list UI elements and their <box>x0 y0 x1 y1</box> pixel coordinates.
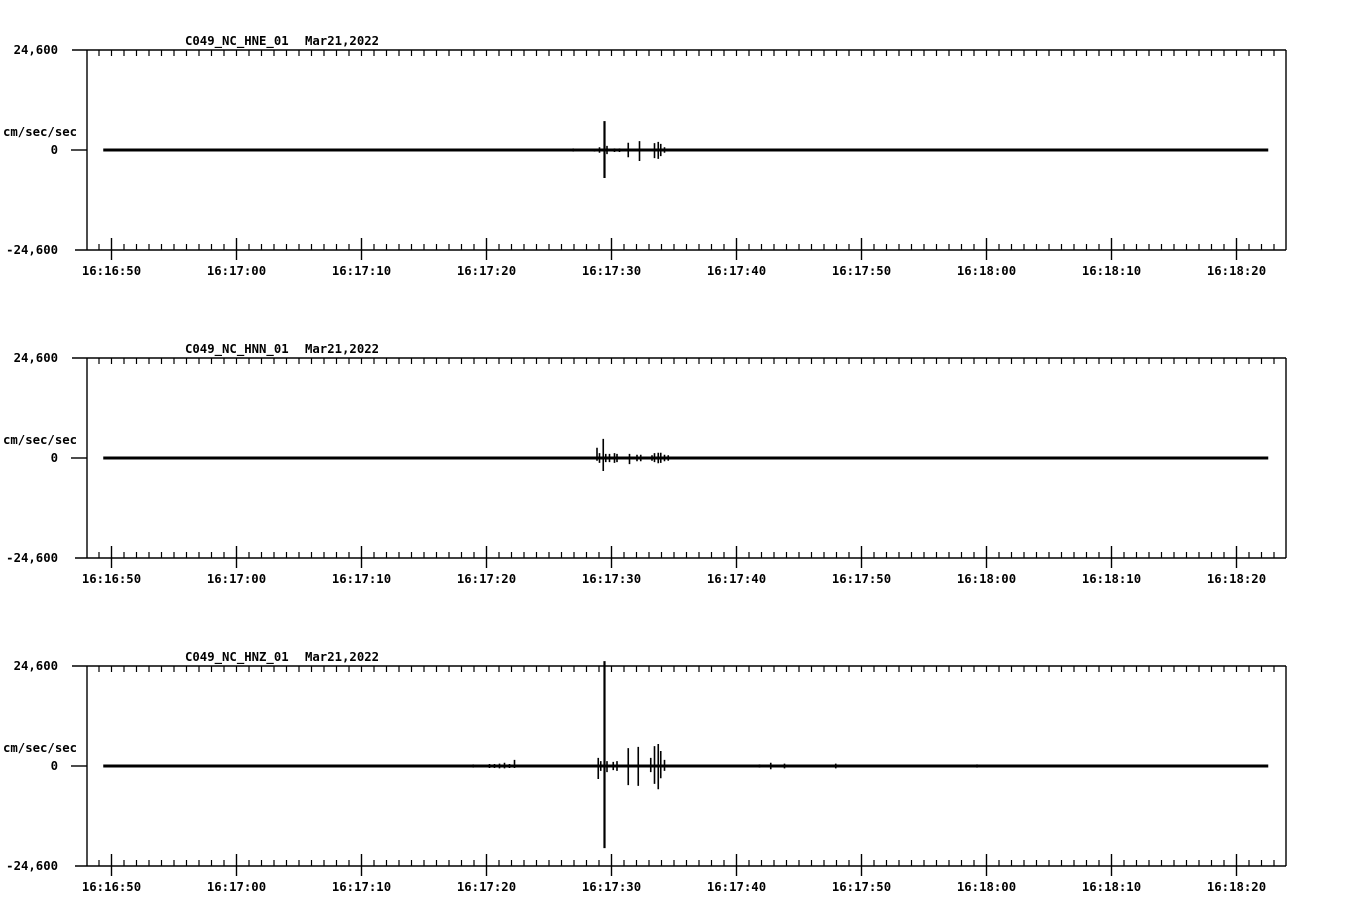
panel-hnn: C049_NC_HNN_01 Mar21,2022 24,600 cm/sec/… <box>3 342 1287 586</box>
bottom-minor-ticks <box>98 860 1275 866</box>
x-tick-label: 16:16:50 <box>82 264 141 278</box>
bottom-minor-ticks <box>98 244 1275 250</box>
y-tick-label-bottom: -24,600 <box>6 243 58 257</box>
y-tick-label-bottom: -24,600 <box>6 551 58 565</box>
y-axis-units-label: cm/sec/sec <box>3 433 77 447</box>
y-axis-units-label: cm/sec/sec <box>3 125 77 139</box>
panel-title-station: C049_NC_HNZ_01 <box>185 650 289 665</box>
x-tick-label: 16:16:50 <box>82 572 141 586</box>
trace-spikes <box>502 438 690 471</box>
x-tick-label: 16:17:20 <box>457 572 516 586</box>
bottom-minor-ticks <box>98 552 1275 558</box>
bottom-major-ticks <box>110 854 1238 876</box>
x-tick-label: 16:16:50 <box>82 880 141 894</box>
waveform-trace <box>103 661 1269 849</box>
x-tick-label: 16:17:00 <box>207 264 266 278</box>
y-tick-label-zero: 0 <box>51 759 58 773</box>
x-tick-label: 16:18:20 <box>1207 572 1266 586</box>
x-tick-label: 16:17:10 <box>332 880 391 894</box>
waveform-trace <box>103 121 1269 178</box>
y-tick-label-bottom: -24,600 <box>6 859 58 873</box>
x-tick-label: 16:18:10 <box>1082 264 1141 278</box>
trace-spikes <box>283 744 978 790</box>
x-tick-label: 16:17:40 <box>707 572 766 586</box>
panel-title-date: Mar21,2022 <box>305 342 379 356</box>
top-minor-ticks <box>98 358 1275 364</box>
x-tick-label: 16:17:00 <box>207 572 266 586</box>
x-tick-label: 16:18:00 <box>957 572 1016 586</box>
panel-title-date: Mar21,2022 <box>305 650 379 664</box>
x-tick-label: 16:18:20 <box>1207 264 1266 278</box>
x-tick-label: 16:17:50 <box>832 264 891 278</box>
x-tick-label: 16:18:10 <box>1082 572 1141 586</box>
panel-hnz: C049_NC_HNZ_01 Mar21,2022 24,600 cm/sec/… <box>3 650 1287 894</box>
y-tick-label-top: 24,600 <box>14 351 58 365</box>
x-tick-label: 16:18:10 <box>1082 880 1141 894</box>
bottom-major-ticks <box>110 546 1238 568</box>
x-tick-label: 16:17:30 <box>582 264 641 278</box>
bottom-major-ticks <box>110 238 1238 260</box>
x-tick-label: 16:18:00 <box>957 880 1016 894</box>
y-tick-label-top: 24,600 <box>14 659 58 673</box>
x-tick-label: 16:18:20 <box>1207 880 1266 894</box>
x-tick-label: 16:17:00 <box>207 880 266 894</box>
top-minor-ticks <box>98 50 1275 56</box>
panel-title-station: C049_NC_HNN_01 <box>185 342 289 357</box>
x-tick-label: 16:17:30 <box>582 880 641 894</box>
x-tick-label: 16:17:10 <box>332 264 391 278</box>
x-tick-label: 16:17:10 <box>332 572 391 586</box>
trace-spikes <box>223 141 671 161</box>
y-tick-label-zero: 0 <box>51 451 58 465</box>
top-minor-ticks <box>98 666 1275 672</box>
x-tick-label: 16:17:30 <box>582 572 641 586</box>
x-tick-label: 16:17:20 <box>457 880 516 894</box>
panel-title-station: C049_NC_HNE_01 <box>185 34 289 49</box>
panel-title-date: Mar21,2022 <box>305 34 379 48</box>
panel-hne: C049_NC_HNE_01 Mar21,2022 24,600 cm/sec/… <box>3 34 1287 278</box>
x-tick-label: 16:17:50 <box>832 880 891 894</box>
x-tick-label: 16:17:50 <box>832 572 891 586</box>
x-tick-label: 16:18:00 <box>957 264 1016 278</box>
y-tick-label-top: 24,600 <box>14 43 58 57</box>
waveform-trace <box>103 438 1269 471</box>
x-tick-label: 16:17:40 <box>707 264 766 278</box>
y-axis-units-label: cm/sec/sec <box>3 741 77 755</box>
y-tick-label-zero: 0 <box>51 143 58 157</box>
x-tick-label: 16:17:40 <box>707 880 766 894</box>
x-tick-label: 16:17:20 <box>457 264 516 278</box>
